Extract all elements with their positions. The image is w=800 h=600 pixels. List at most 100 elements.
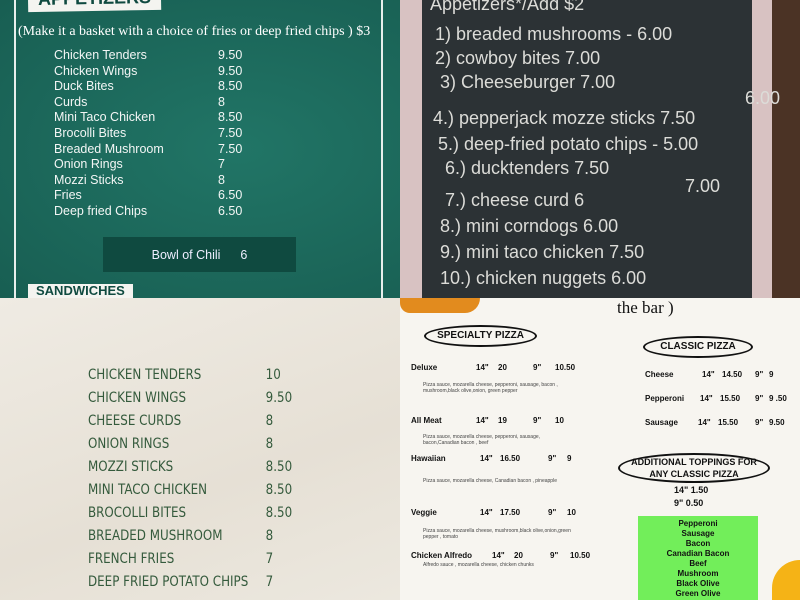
menu-item: Breaded Mushroom 7.50 [54,142,254,156]
chalk-line: 1) breaded mushrooms - 6.00 [435,24,673,44]
small-size: 9" [548,454,557,463]
top-text: the bar ) [617,298,674,317]
large-size: 14" [698,418,711,427]
topping-item: Beef [689,559,707,568]
yellow-decoration [772,560,800,600]
item-name: Fries [54,188,82,203]
pizza-name: All Meat [411,416,442,425]
item-name: Deep Fried Potato Chips [88,574,249,590]
menu-item: Chicken Tenders 9.50 [54,48,254,62]
item-name: Deep fried Chips [54,204,148,218]
small-size: 9" [755,394,764,403]
small-size: 9" [755,370,764,379]
large-price: 20 [498,363,507,372]
pizza-name: Pepperoni [645,394,685,403]
large-price: 16.50 [500,454,521,463]
toppings-price: 14" 1.50 [674,485,709,495]
item-name: Onion Rings [88,436,170,452]
topping-item: Green Olive [675,589,721,598]
menu-item: Mozzi Sticks 8.50 [88,459,309,475]
item-price: 8.50 [218,110,243,125]
large-size: 14" [492,551,505,560]
item-price: 8 [265,528,274,544]
small-price: 10.50 [570,551,591,560]
item-price: 8.50 [265,505,293,521]
topping-item: Bacon [685,539,711,548]
chili-price: 6 [240,247,248,262]
teal-appetizers-menu: APPETIZERS (Make it a basket with a choi… [0,0,400,298]
item-name: Brocolli Bites [88,505,187,521]
item-name: Brocolli Bites [54,126,127,140]
classic-pizza-title: CLASSIC PIZZA [643,336,753,358]
pizza-description: Alfredo sauce , mozarella cheese, chicke… [423,562,534,568]
small-size: 9" [533,416,542,425]
next-section-header: SANDWICHES [28,284,133,298]
toppings-title-line: ANY CLASSIC PIZZA [649,469,739,479]
menu-item: Onion Rings 8 [88,436,309,452]
large-price: 14.50 [722,370,743,379]
item-name: Mozzi Sticks [88,459,174,475]
item-price: 7.50 [218,126,243,140]
item-name: Onion Rings [54,157,123,172]
menu-item: Deep Fried Potato Chips 7 [88,574,309,590]
large-price: 19 [498,416,507,425]
small-size: 9" [550,551,559,560]
chalkboard [422,0,752,298]
pizza-name: Cheese [645,370,674,379]
toppings-price: 9" 0.50 [674,498,704,508]
topping-item: Canadian Bacon [666,549,730,558]
item-name: Curds [54,94,88,109]
small-size: 9" [533,363,542,372]
item-price: 7 [265,551,274,567]
chalk-line: 7.) cheese curd 6 [445,190,585,210]
item-name: Chicken Tenders [54,48,147,62]
item-price: 7 [218,157,225,172]
topping-item: Pepperoni [678,519,718,528]
chalk-line: 3) Cheeseburger 7.00 [440,72,616,92]
pizza-description: Pizza sauce, mozarella cheese, mushroom,… [423,528,571,540]
menu-item: French Fries 7 [88,551,309,567]
large-size: 14" [476,416,489,425]
chalk-line: 6.) ducktenders 7.50 [445,158,610,178]
item-price: 9.50 [218,48,243,62]
chalk-line: 5.) deep-fried potato chips - 5.00 [438,134,699,154]
chalk-line: 9.) mini taco chicken 7.50 [440,242,645,262]
menu-item: Brocolli Bites 8.50 [88,505,309,521]
menu-item: Chicken Wings 9.50 [54,64,254,78]
toppings-title: ADDITIONAL TOPPINGS FOR ANY CLASSIC PIZZ… [618,453,770,483]
chalk-line: 8.) mini corndogs 6.00 [440,216,619,236]
small-size: 9" [548,508,557,517]
large-price: 17.50 [500,508,521,517]
large-size: 14" [476,363,489,372]
pizza-name: Chicken Alfredo [411,551,473,560]
chili-name: Bowl of Chili [151,247,221,262]
basket-note: (Make it a basket with a choice of fries… [18,24,371,39]
item-name: Mini Taco Chicken [88,482,208,498]
item-price: 9.50 [218,63,243,78]
menu-item: Mini Taco Chicken 8.50 [54,110,254,124]
topping-item: Sausage [681,529,715,538]
item-price: 8 [265,413,274,429]
large-size: 14" [702,370,715,379]
menu-item: Chicken Wings 9.50 [88,390,309,406]
menu-item: Onion Rings 7 [54,157,254,171]
topping-item: Black Olive [676,579,720,588]
item-price: 10 [265,367,281,383]
item-price: 8 [218,94,225,109]
small-price: 9 [769,370,774,379]
menu-item: Chicken Tenders 10 [88,367,309,383]
small-price: 9 .50 [769,394,787,403]
toppings-list: Pepperoni Sausage Bacon Canadian Bacon Beef M… [638,516,758,600]
toppings-title-line: ADDITIONAL TOPPINGS FOR [631,457,757,467]
large-size: 14" [480,454,493,463]
menu-item: Breaded Mushroom 8 [88,528,309,544]
pizza-description: Pizza sauce, mozarella cheese, pepperoni… [423,434,541,446]
item-name: Mini Taco Chicken [54,110,156,125]
item-price: 9.50 [265,390,293,406]
chalk-line: 7.00 [685,176,721,196]
item-price: 8 [265,436,274,452]
menu-item: Mozzi Sticks 8 [54,173,254,187]
item-name: Chicken Tenders [88,367,202,383]
menu-item: Cheese Curds 8 [88,413,309,429]
small-size: 9" [755,418,764,427]
